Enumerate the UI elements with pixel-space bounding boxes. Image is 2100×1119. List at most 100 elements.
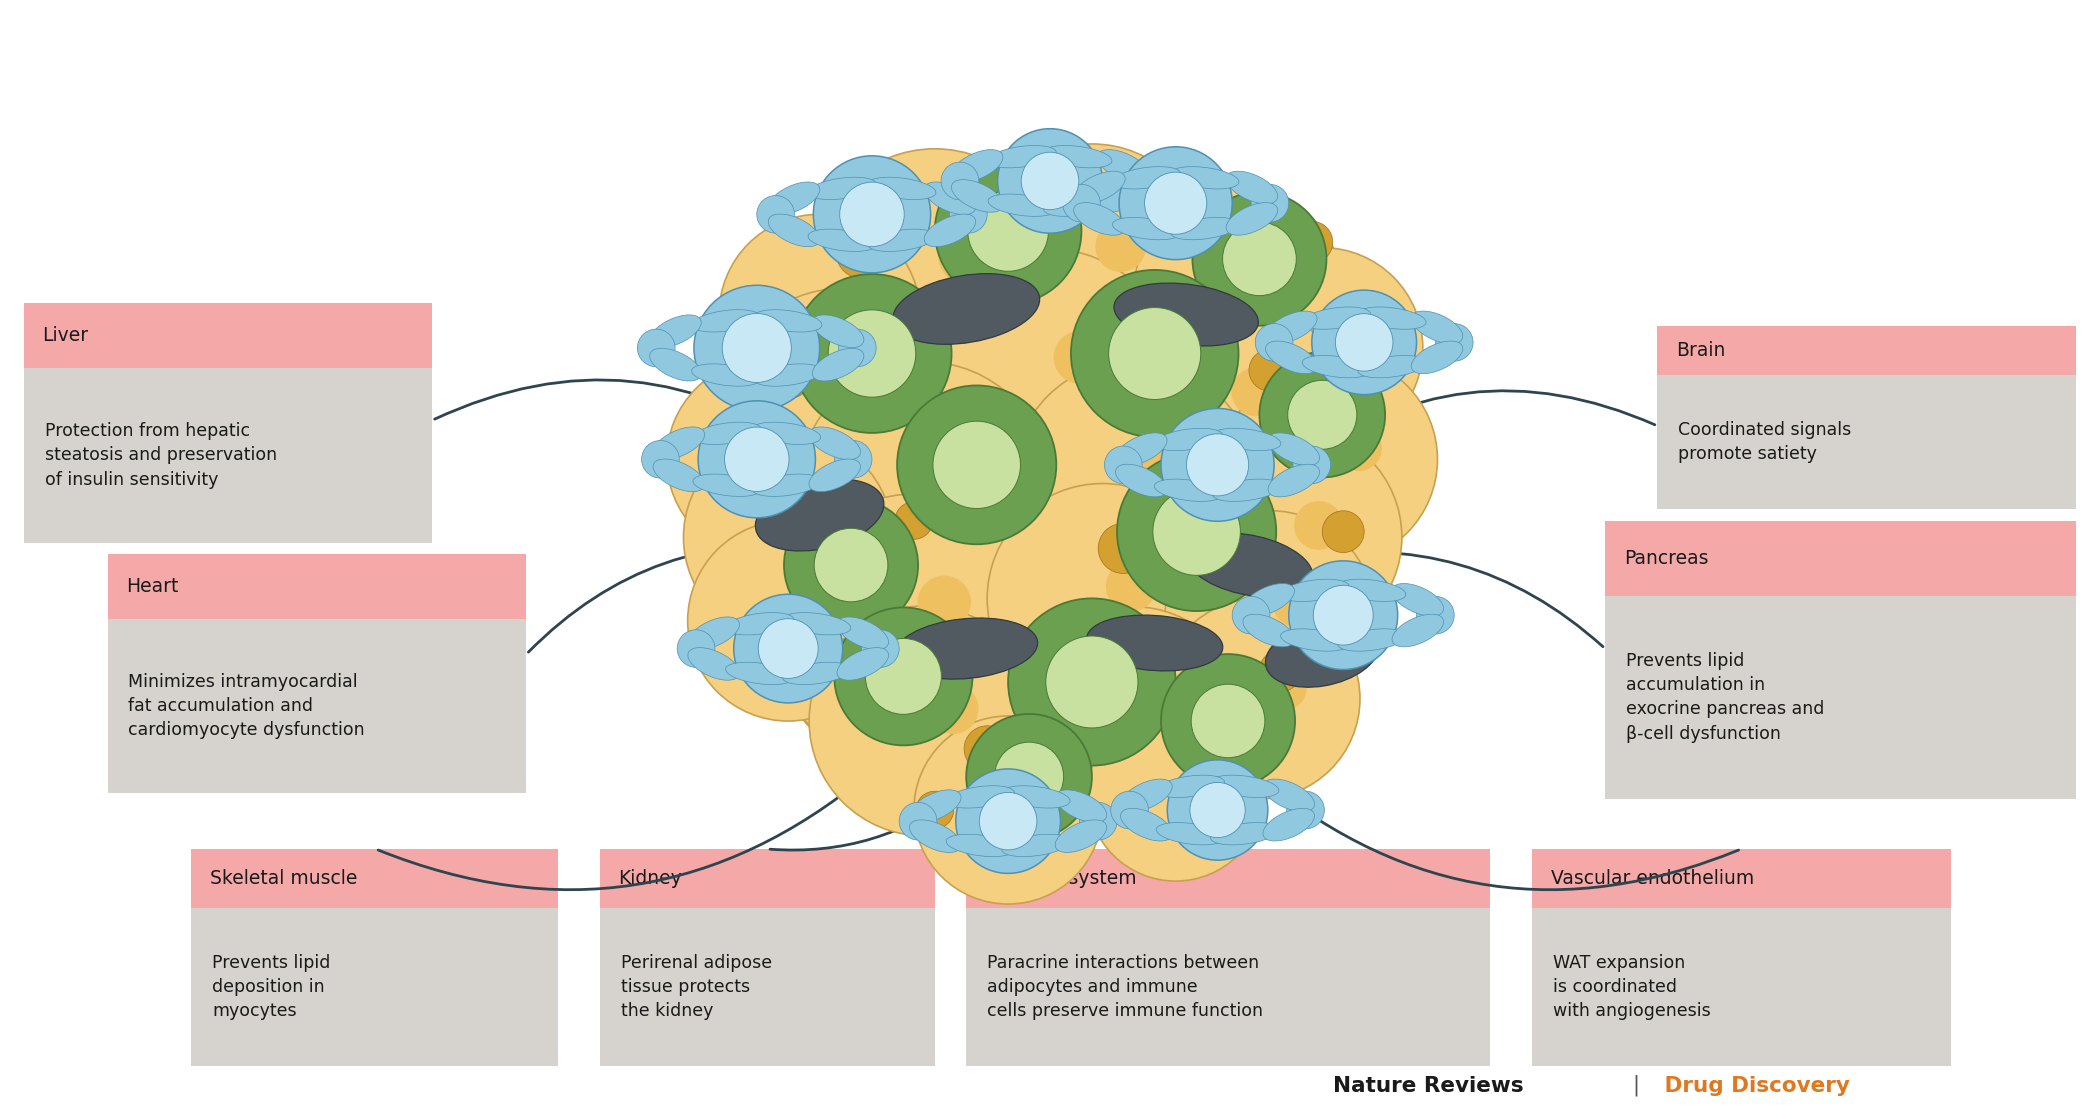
Ellipse shape bbox=[792, 587, 836, 632]
Ellipse shape bbox=[949, 196, 987, 233]
Text: Coordinated signals
promote satiety: Coordinated signals promote satiety bbox=[1678, 421, 1852, 463]
Text: Immune system: Immune system bbox=[985, 868, 1136, 887]
Ellipse shape bbox=[754, 310, 821, 332]
Ellipse shape bbox=[1302, 307, 1371, 329]
Ellipse shape bbox=[1212, 479, 1281, 501]
Ellipse shape bbox=[1226, 171, 1277, 204]
Ellipse shape bbox=[1212, 429, 1281, 451]
Ellipse shape bbox=[1268, 464, 1319, 497]
Ellipse shape bbox=[987, 483, 1218, 714]
Ellipse shape bbox=[1073, 203, 1126, 235]
Ellipse shape bbox=[653, 427, 706, 460]
Ellipse shape bbox=[934, 158, 1082, 304]
Ellipse shape bbox=[1436, 323, 1472, 361]
Ellipse shape bbox=[1105, 446, 1142, 483]
Ellipse shape bbox=[947, 835, 1014, 856]
FancyBboxPatch shape bbox=[1657, 326, 2077, 375]
Ellipse shape bbox=[792, 493, 1035, 736]
Ellipse shape bbox=[823, 282, 867, 326]
Ellipse shape bbox=[979, 792, 1037, 850]
Ellipse shape bbox=[1157, 822, 1224, 845]
Ellipse shape bbox=[867, 229, 937, 252]
Ellipse shape bbox=[1241, 258, 1287, 304]
Ellipse shape bbox=[962, 395, 1012, 445]
Ellipse shape bbox=[689, 648, 739, 680]
Ellipse shape bbox=[727, 612, 794, 634]
Ellipse shape bbox=[813, 314, 863, 348]
Ellipse shape bbox=[867, 177, 937, 199]
Ellipse shape bbox=[1086, 615, 1222, 671]
FancyBboxPatch shape bbox=[601, 908, 934, 1066]
Ellipse shape bbox=[1266, 341, 1317, 374]
Ellipse shape bbox=[1281, 629, 1348, 651]
Ellipse shape bbox=[676, 630, 714, 667]
Ellipse shape bbox=[1054, 820, 1107, 853]
Ellipse shape bbox=[783, 662, 850, 685]
Ellipse shape bbox=[1256, 323, 1294, 361]
Ellipse shape bbox=[987, 194, 1056, 216]
Ellipse shape bbox=[1260, 650, 1302, 692]
Ellipse shape bbox=[682, 433, 892, 641]
Ellipse shape bbox=[1184, 533, 1312, 598]
FancyBboxPatch shape bbox=[966, 908, 1489, 1066]
Ellipse shape bbox=[1338, 580, 1405, 602]
Ellipse shape bbox=[924, 214, 976, 246]
Ellipse shape bbox=[998, 129, 1102, 233]
Ellipse shape bbox=[1046, 636, 1138, 728]
Ellipse shape bbox=[808, 459, 861, 491]
Ellipse shape bbox=[966, 714, 1092, 839]
Ellipse shape bbox=[758, 619, 819, 678]
Ellipse shape bbox=[817, 564, 863, 610]
Ellipse shape bbox=[909, 820, 962, 853]
Ellipse shape bbox=[666, 359, 867, 560]
Ellipse shape bbox=[1010, 779, 1052, 820]
Ellipse shape bbox=[956, 769, 1060, 874]
Ellipse shape bbox=[733, 594, 842, 703]
Ellipse shape bbox=[1096, 222, 1147, 272]
Ellipse shape bbox=[808, 229, 876, 252]
Ellipse shape bbox=[1262, 666, 1306, 711]
Ellipse shape bbox=[1243, 583, 1294, 617]
Ellipse shape bbox=[1113, 167, 1180, 189]
Ellipse shape bbox=[1121, 162, 1159, 199]
Ellipse shape bbox=[1136, 680, 1184, 727]
Ellipse shape bbox=[1193, 192, 1327, 326]
Ellipse shape bbox=[1073, 171, 1126, 204]
Ellipse shape bbox=[865, 639, 941, 714]
Text: Skeletal muscle: Skeletal muscle bbox=[210, 868, 357, 887]
Text: Protection from hepatic
steatosis and preservation
of insulin sensitivity: Protection from hepatic steatosis and pr… bbox=[44, 422, 277, 489]
Ellipse shape bbox=[968, 191, 1048, 271]
Ellipse shape bbox=[724, 427, 790, 491]
Ellipse shape bbox=[1088, 706, 1264, 881]
Ellipse shape bbox=[1168, 760, 1268, 861]
Ellipse shape bbox=[727, 662, 794, 685]
FancyBboxPatch shape bbox=[23, 303, 433, 368]
Ellipse shape bbox=[1268, 433, 1319, 466]
Ellipse shape bbox=[951, 180, 1004, 213]
Ellipse shape bbox=[813, 156, 930, 273]
Ellipse shape bbox=[693, 474, 760, 497]
Ellipse shape bbox=[1098, 524, 1149, 573]
Ellipse shape bbox=[792, 504, 838, 549]
Ellipse shape bbox=[838, 648, 888, 680]
Ellipse shape bbox=[1109, 308, 1201, 399]
Ellipse shape bbox=[1294, 446, 1331, 483]
Ellipse shape bbox=[1170, 167, 1239, 189]
Ellipse shape bbox=[1121, 175, 1168, 220]
Ellipse shape bbox=[1287, 380, 1357, 449]
Ellipse shape bbox=[1260, 352, 1386, 478]
Ellipse shape bbox=[1121, 808, 1172, 841]
Ellipse shape bbox=[798, 361, 1050, 612]
Ellipse shape bbox=[1178, 764, 1218, 803]
Text: Pancreas: Pancreas bbox=[1623, 548, 1709, 567]
Ellipse shape bbox=[1025, 606, 1243, 824]
Ellipse shape bbox=[1096, 150, 1149, 182]
Text: |: | bbox=[1625, 1074, 1640, 1097]
Ellipse shape bbox=[718, 214, 920, 415]
Text: Minimizes intramyocardial
fat accumulation and
cardiomyocyte dysfunction: Minimizes intramyocardial fat accumulati… bbox=[128, 673, 365, 740]
Ellipse shape bbox=[1281, 580, 1348, 602]
Ellipse shape bbox=[924, 182, 976, 215]
Ellipse shape bbox=[1155, 429, 1222, 451]
FancyBboxPatch shape bbox=[1531, 908, 1951, 1066]
FancyBboxPatch shape bbox=[107, 554, 527, 619]
